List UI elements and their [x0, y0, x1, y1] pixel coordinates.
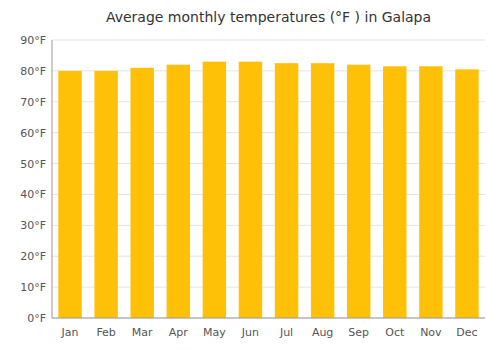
y-tick-label: 40°F — [20, 188, 46, 201]
bar — [275, 63, 298, 318]
x-tick-label: Jan — [61, 326, 79, 339]
y-tick-label: 50°F — [20, 158, 46, 171]
x-tick-label: Apr — [169, 326, 189, 339]
x-tick-label: Mar — [132, 326, 153, 339]
bar — [419, 66, 442, 318]
grid-line — [52, 40, 485, 41]
y-tick-label: 10°F — [20, 281, 46, 294]
x-tick-label: Jun — [241, 326, 259, 339]
bar — [94, 71, 117, 318]
x-tick-label: Oct — [385, 326, 405, 339]
bar — [383, 66, 406, 318]
y-tick-label: 30°F — [20, 219, 46, 232]
bar — [203, 62, 226, 318]
chart-svg: Average monthly temperatures (°F ) in Ga… — [0, 0, 500, 350]
x-tick-label: Aug — [312, 326, 333, 339]
bar — [58, 71, 81, 318]
bar — [167, 65, 190, 318]
x-tick-label: Jul — [279, 326, 293, 339]
bars — [58, 62, 478, 318]
bar — [455, 69, 478, 318]
y-tick-label: 0°F — [27, 312, 46, 325]
x-axis-line — [52, 318, 485, 319]
y-tick-label: 80°F — [20, 65, 46, 78]
bar — [311, 63, 334, 318]
chart-container: Average monthly temperatures (°F ) in Ga… — [0, 0, 500, 350]
bar — [347, 65, 370, 318]
grid-line — [52, 318, 485, 319]
x-tick-label: May — [203, 326, 226, 339]
x-tick-label: Nov — [420, 326, 442, 339]
y-grid — [52, 40, 485, 318]
y-tick-label: 60°F — [20, 127, 46, 140]
y-tick-label: 20°F — [20, 250, 46, 263]
bar — [239, 62, 262, 318]
x-tick-label: Sep — [348, 326, 369, 339]
x-tick-label: Feb — [96, 326, 115, 339]
y-tick-label: 90°F — [20, 34, 46, 47]
y-axis-line — [52, 40, 53, 318]
title: Average monthly temperatures (°F ) in Ga… — [106, 9, 431, 25]
x-tick-label: Dec — [456, 326, 477, 339]
y-tick-label: 70°F — [20, 96, 46, 109]
page: {"chart_data": {"type": "bar", "title": … — [0, 0, 500, 350]
bar — [130, 68, 153, 318]
